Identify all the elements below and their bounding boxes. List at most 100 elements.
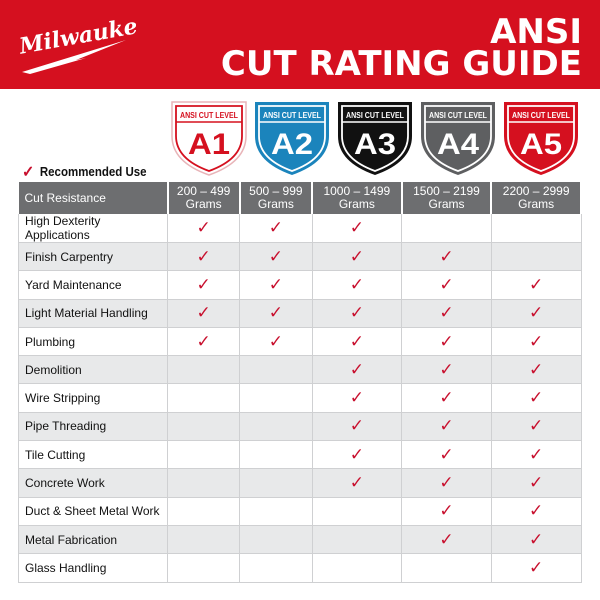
row-label: Demolition	[18, 355, 168, 385]
checkmark-icon: ✓	[196, 246, 211, 266]
rating-cell: ✓	[491, 497, 582, 526]
shield-icon: ANSI CUT LEVEL A2	[254, 102, 329, 175]
rating-cell	[167, 497, 241, 526]
row-label: Glass Handling	[18, 553, 168, 583]
table-row: Duct & Sheet Metal Work ✓ ✓	[18, 497, 582, 526]
checkmark-icon: ✓	[196, 274, 211, 294]
rating-cell	[239, 468, 313, 498]
rating-cell	[239, 525, 313, 555]
checkmark-icon: ✓	[22, 164, 35, 181]
rating-cell: ✓	[401, 525, 492, 555]
shield-level-code: A2	[271, 128, 313, 161]
row-label: Finish Carpentry	[18, 242, 168, 272]
rating-cell	[167, 553, 241, 583]
rating-cell	[239, 355, 313, 385]
row-label: Plumbing	[18, 327, 168, 357]
shield-band-text: ANSI CUT LEVEL	[512, 110, 570, 120]
checkmark-icon: ✓	[439, 473, 454, 493]
column-header-a4: 1500 – 2199 Grams	[401, 182, 493, 214]
rating-cell: ✓	[401, 412, 492, 442]
checkmark-icon: ✓	[529, 303, 544, 323]
row-label: Duct & Sheet Metal Work	[18, 497, 168, 526]
rating-cell: ✓	[312, 355, 403, 385]
shield-band-text: ANSI CUT LEVEL	[346, 110, 404, 120]
checkmark-icon: ✓	[439, 529, 454, 549]
checkmark-icon: ✓	[439, 303, 454, 323]
row-label: Wire Stripping	[18, 383, 168, 413]
rating-cell	[239, 440, 313, 470]
header-text: 1000 – 1499	[323, 184, 391, 198]
shield-band-text: ANSI CUT LEVEL	[429, 110, 487, 120]
table-row: High Dexterity Applications ✓ ✓ ✓	[18, 214, 582, 243]
rating-cell: ✓	[491, 412, 582, 442]
row-label: Light Material Handling	[18, 299, 168, 328]
rating-cell: ✓	[312, 327, 403, 357]
checkmark-icon: ✓	[268, 246, 283, 266]
checkmark-icon: ✓	[439, 246, 454, 266]
rating-cell: ✓	[491, 525, 582, 555]
rating-cell: ✓	[401, 327, 492, 357]
column-header-a1: 200 – 499 Grams	[167, 182, 241, 214]
rating-cell: ✓	[401, 440, 492, 470]
table-row: Metal Fabrication ✓ ✓	[18, 525, 582, 555]
rating-cell: ✓	[401, 497, 492, 526]
checkmark-icon: ✓	[439, 274, 454, 294]
rating-cell: ✓	[491, 553, 582, 583]
checkmark-icon: ✓	[439, 331, 454, 351]
checkmark-icon: ✓	[349, 473, 364, 493]
shield-icon: ANSI CUT LEVEL A4	[420, 102, 495, 175]
rating-cell: ✓	[167, 270, 241, 300]
shield-badge-a3: ANSI CUT LEVEL A3	[336, 100, 414, 176]
header-text: Cut Resistance	[24, 190, 106, 205]
rating-cell: ✓	[312, 242, 403, 272]
rating-cell: ✓	[401, 383, 492, 413]
rating-cell: ✓	[312, 440, 403, 470]
checkmark-icon: ✓	[529, 331, 544, 351]
title-line-1: ANSI	[490, 12, 582, 52]
checkmark-icon: ✓	[349, 274, 364, 294]
rating-cell	[167, 383, 241, 413]
checkmark-icon: ✓	[196, 303, 211, 323]
table-row: Tile Cutting ✓ ✓ ✓	[18, 440, 582, 470]
checkmark-icon: ✓	[349, 246, 364, 266]
shield-band-text: ANSI CUT LEVEL	[180, 110, 238, 120]
checkmark-icon: ✓	[349, 359, 364, 379]
checkmark-icon: ✓	[529, 274, 544, 294]
legend-label: Recommended Use	[39, 165, 147, 179]
row-label: Metal Fabrication	[18, 525, 168, 555]
header-banner: Milwaukee ANSI CUT RATING GUIDE	[0, 0, 600, 89]
rating-cell	[167, 525, 241, 555]
table-row: Plumbing ✓ ✓ ✓ ✓ ✓	[18, 327, 582, 357]
shield-level-code: A3	[354, 128, 396, 161]
rating-cell: ✓	[491, 383, 582, 413]
rating-cell: ✓	[401, 270, 492, 300]
rating-cell: ✓	[312, 383, 403, 413]
rating-cell: ✓	[491, 327, 582, 357]
checkmark-icon: ✓	[529, 529, 544, 549]
checkmark-icon: ✓	[439, 388, 454, 408]
rating-cell: ✓	[312, 299, 403, 328]
checkmark-icon: ✓	[349, 303, 364, 323]
shield-badge-a1: ANSI CUT LEVEL A1	[170, 100, 248, 176]
rating-cell: ✓	[491, 299, 582, 328]
checkmark-icon: ✓	[268, 274, 283, 294]
rating-cell	[312, 497, 403, 526]
cut-rating-table: Cut Resistance 200 – 499 Grams 500 – 999 Gra…	[18, 182, 582, 583]
column-header-cut-resistance: Cut Resistance	[18, 182, 169, 214]
header-text: 1500 – 2199	[413, 184, 480, 198]
header-text: 2200 – 2999	[502, 184, 570, 198]
shield-level-code: A4	[437, 128, 479, 161]
checkmark-icon: ✓	[529, 557, 544, 577]
checkmark-icon: ✓	[529, 359, 544, 379]
checkmark-icon: ✓	[349, 416, 364, 436]
rating-cell	[239, 553, 313, 583]
rating-cell: ✓	[491, 468, 582, 498]
table-row: Yard Maintenance ✓ ✓ ✓ ✓ ✓	[18, 270, 582, 300]
column-header-a2: 500 – 999 Grams	[239, 182, 314, 214]
shield-badge-a5: ANSI CUT LEVEL A5	[502, 100, 580, 176]
rating-cell: ✓	[239, 242, 313, 272]
rating-cell	[401, 553, 492, 583]
rating-cell: ✓	[167, 242, 241, 272]
rating-cell: ✓	[167, 299, 241, 328]
table-row: Light Material Handling ✓ ✓ ✓ ✓ ✓	[18, 299, 582, 328]
